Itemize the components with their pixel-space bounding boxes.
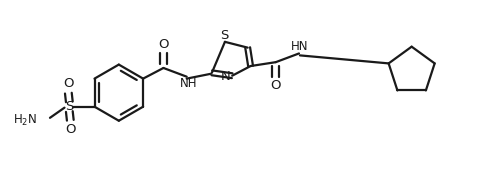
Text: HN: HN	[291, 40, 309, 53]
Text: H$_2$N: H$_2$N	[13, 113, 37, 128]
Text: O: O	[158, 38, 169, 51]
Text: N: N	[221, 70, 230, 83]
Text: O: O	[63, 77, 74, 90]
Text: O: O	[65, 123, 75, 136]
Text: NH: NH	[180, 77, 198, 90]
Text: S: S	[220, 29, 228, 42]
Text: O: O	[270, 79, 281, 92]
Text: S: S	[65, 100, 73, 113]
